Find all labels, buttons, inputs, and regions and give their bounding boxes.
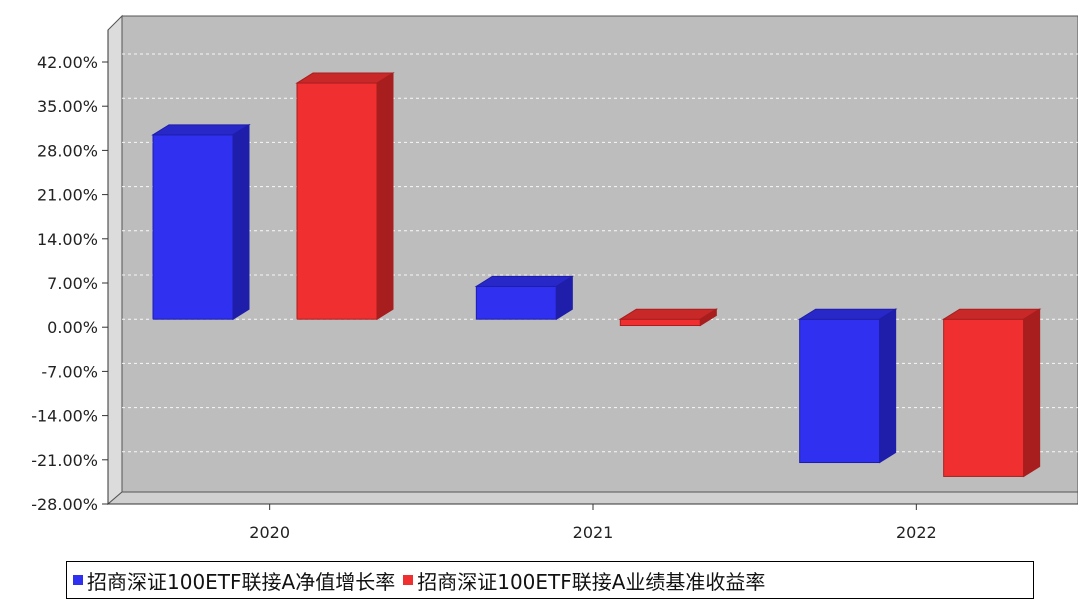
legend-swatch-series-2	[403, 575, 414, 585]
y-tick-label: 35.00%	[37, 97, 98, 116]
y-tick-label: 14.00%	[37, 230, 98, 249]
legend: 招商深证100ETF联接A净值增长率 招商深证100ETF联接A业绩基准收益率	[66, 561, 1034, 599]
legend-item-series-2: 招商深证100ETF联接A业绩基准收益率	[403, 566, 765, 595]
legend-item-series-1: 招商深证100ETF联接A净值增长率	[73, 566, 395, 595]
bar-chart: 42.00% 35.00% 28.00% 21.00% 14.00% 7.00% 0.00%…	[31, 14, 1078, 542]
x-tick-label: 2020	[249, 523, 290, 542]
x-tick-label: 2022	[896, 523, 937, 542]
bar-side	[1023, 308, 1041, 478]
plot-side-wall	[107, 14, 123, 506]
y-tick-label: 7.00%	[47, 274, 98, 293]
y-tick-label: 28.00%	[37, 141, 98, 160]
legend-label-series-2: 招商深证100ETF联接A业绩基准收益率	[417, 569, 766, 594]
y-tick-label: -28.00%	[31, 495, 98, 514]
y-tick-label: 21.00%	[37, 186, 98, 205]
bar-side	[555, 275, 573, 321]
y-tick-label: -7.00%	[41, 362, 98, 381]
legend-swatch-series-1	[73, 575, 83, 585]
bar	[152, 134, 234, 320]
y-tick-label: 0.00%	[47, 318, 98, 337]
y-tick-label: -14.00%	[31, 407, 98, 426]
bar	[475, 285, 557, 320]
legend-label-series-1: 招商深证100ETF联接A净值增长率	[87, 569, 396, 594]
bar-side	[376, 72, 394, 321]
bar-side	[699, 308, 717, 327]
plot-back-wall	[121, 15, 1078, 493]
y-tick-label: 42.00%	[37, 53, 98, 72]
bar	[799, 318, 881, 464]
bar	[296, 82, 378, 320]
bar	[943, 318, 1025, 477]
y-tick-label: -21.00%	[31, 451, 98, 470]
bar	[619, 318, 701, 327]
bar-side	[879, 308, 897, 464]
x-tick-label: 2021	[573, 523, 614, 542]
plot-floor	[106, 491, 1078, 505]
bar-side	[232, 123, 250, 321]
